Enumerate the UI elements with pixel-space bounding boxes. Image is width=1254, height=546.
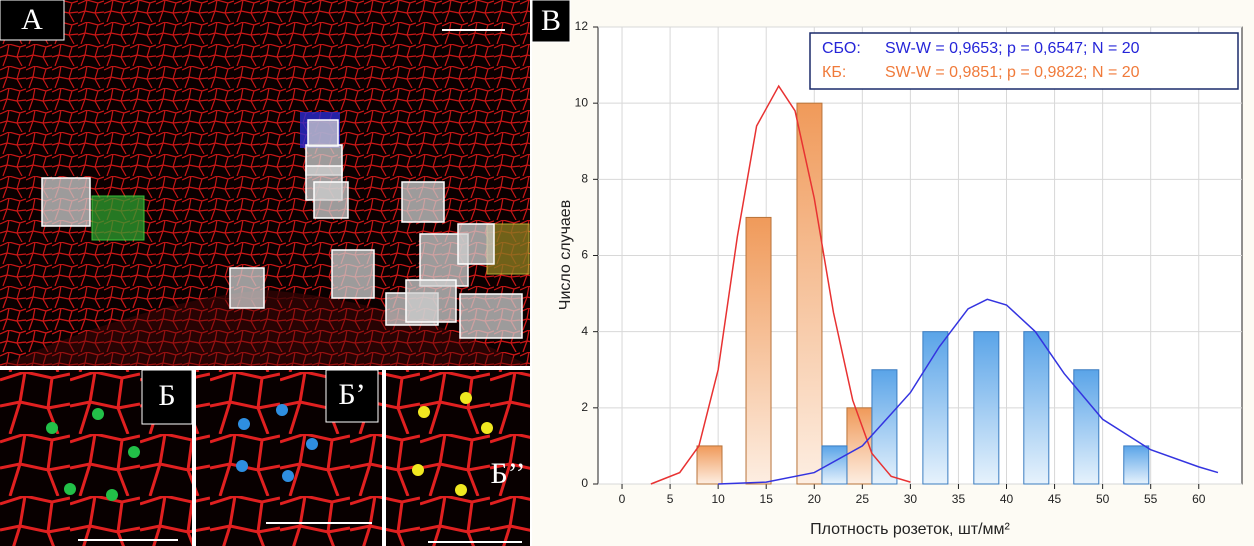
y-tick-label: 4 [581,324,588,338]
micrograph-b: Б [0,370,192,546]
bar [697,446,722,484]
legend-label: СБО: [822,40,861,57]
bar [923,332,948,484]
bar [797,103,822,484]
x-tick-label: 15 [760,492,774,506]
x-tick-label: 60 [1192,492,1206,506]
bar [746,217,771,484]
x-tick-label: 35 [952,492,966,506]
x-tick-label: 5 [667,492,674,506]
x-tick-label: 20 [808,492,822,506]
bar [822,446,847,484]
bar [1124,446,1149,484]
x-tick-label: 45 [1048,492,1062,506]
x-tick-label: 40 [1000,492,1014,506]
bar [1074,370,1099,484]
x-tick-label: 25 [856,492,870,506]
x-tick-label: 55 [1144,492,1158,506]
micrograph-a: A [0,0,530,366]
panel-label: Б’ [338,378,365,411]
micrograph-b-prime: Б’ [196,370,382,546]
legend-stats: SW-W = 0,9851; p = 0,9822; N = 20 [885,64,1140,81]
bar [974,332,999,484]
micrograph-b-double-prime: Б’’ [386,370,530,546]
x-axis-title: Плотность розеток, шт/мм² [810,521,1010,538]
y-tick-label: 8 [581,172,588,186]
legend-label: КБ: [822,64,846,81]
x-tick-label: 30 [904,492,918,506]
y-tick-label: 6 [581,248,588,262]
x-tick-label: 0 [619,492,626,506]
legend-stats: SW-W = 0,9653; p = 0,6547; N = 20 [885,40,1140,57]
x-tick-label: 50 [1096,492,1110,506]
y-tick-label: 2 [581,400,588,414]
panel-label: Б [158,379,175,412]
y-tick-label: 10 [575,95,589,109]
panel-label: Б’’ [491,457,526,490]
x-tick-label: 10 [711,492,725,506]
panel-label: A [21,3,43,36]
bar [872,370,897,484]
y-axis-title: Число случаев [557,200,574,310]
panel-label: B [541,4,561,37]
bar [1024,332,1049,484]
y-tick-label: 12 [575,19,589,33]
figure: A Б Б’ Б’’ B Плотность розеток, шт/мм² Ч… [0,0,1254,546]
y-tick-label: 0 [581,476,588,490]
